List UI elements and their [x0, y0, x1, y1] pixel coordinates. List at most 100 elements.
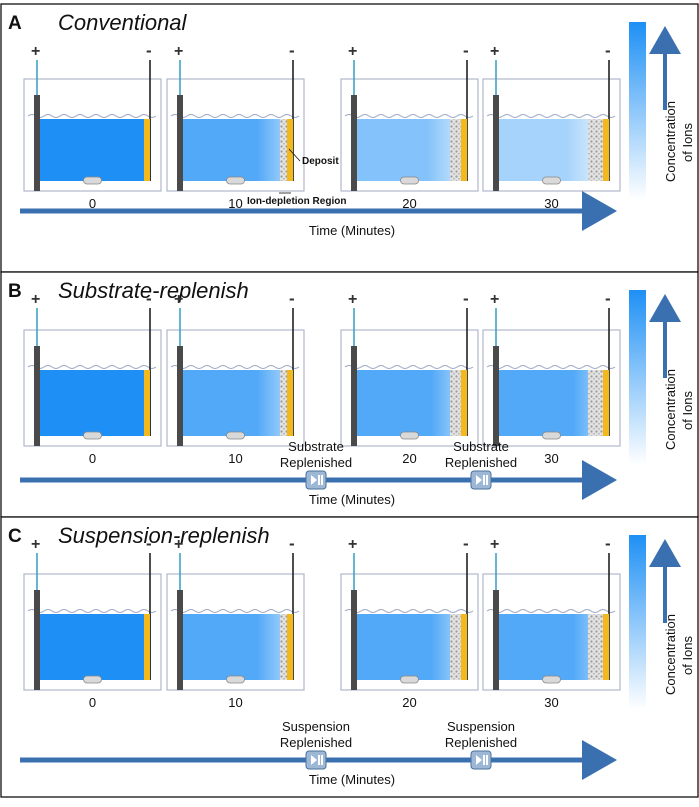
plus-sign: +	[31, 43, 40, 60]
electrolyte	[34, 614, 151, 680]
time-label: 30	[544, 451, 558, 466]
stir-bar	[400, 176, 419, 185]
liquid-surface	[27, 114, 157, 118]
tank: + - 0	[23, 534, 162, 710]
time-label: 0	[89, 695, 96, 710]
concentration-gradient-bar	[629, 22, 646, 200]
tank: + - 30	[482, 41, 621, 211]
replenish-label-line1: Substrate	[288, 439, 344, 454]
electrolyte	[351, 614, 468, 680]
replenish-label-line2: Replenished	[445, 735, 517, 750]
deposit-layer	[450, 119, 461, 181]
anode-plate	[351, 590, 357, 690]
anode-plate	[351, 95, 357, 191]
cathode-plate	[144, 370, 150, 436]
cathode-plate	[461, 119, 467, 181]
pause-bar	[483, 475, 485, 485]
liquid-surface	[170, 609, 300, 613]
deposit-layer	[280, 614, 287, 680]
cathode-plate	[603, 370, 609, 436]
pause-bar	[318, 475, 320, 485]
replenish-label-line1: Suspension	[282, 719, 350, 734]
time-label: 20	[402, 695, 416, 710]
liquid-surface	[486, 114, 616, 118]
anode-plate	[177, 95, 183, 191]
cathode-plate	[144, 614, 150, 680]
plus-sign: +	[348, 291, 357, 308]
time-label: 20	[402, 196, 416, 211]
time-axis-label: Time (Minutes)	[309, 492, 395, 507]
pause-bar	[321, 755, 323, 765]
plus-sign: +	[490, 43, 499, 60]
minus-sign: -	[289, 41, 295, 60]
concentration-gradient-bar	[629, 535, 646, 710]
stir-bar	[83, 431, 102, 440]
stir-bar	[83, 675, 102, 684]
time-label: 0	[89, 451, 96, 466]
liquid-surface	[27, 609, 157, 613]
anode-plate	[34, 95, 40, 191]
panel-letter: B	[8, 281, 22, 302]
deposit-layer	[450, 614, 461, 680]
plus-sign: +	[348, 536, 357, 553]
concentration-label: Concentration of Ions	[663, 101, 695, 182]
tank: + - 10	[166, 289, 305, 466]
concentration-label: Concentration of Ions	[663, 369, 695, 450]
concentration-label-line2: of Ions	[680, 635, 695, 675]
time-label: 10	[228, 451, 242, 466]
panel-a: A Conventional + - 0 + - 10 + - 20 + - 30 Deposit Ion-d…	[0, 3, 699, 273]
time-label: 20	[402, 451, 416, 466]
stir-bar	[83, 176, 102, 185]
minus-sign: -	[146, 41, 152, 60]
minus-sign: -	[289, 289, 295, 308]
stir-bar	[226, 431, 245, 440]
tank: + - 10	[166, 534, 305, 710]
pause-bar	[486, 475, 488, 485]
tank: + - 30	[482, 289, 621, 466]
panel-letter: C	[8, 526, 22, 547]
panel-c: C Suspension-replenish+ -0+ -10+ -20+ -30Time…	[0, 516, 699, 798]
deposit-annotation: Deposit	[302, 156, 339, 167]
deposit-layer	[588, 370, 603, 436]
play-icon	[476, 475, 482, 485]
panel-b: B Substrate-replenish+ -0+ -10+ -20+ -30Time …	[0, 271, 699, 518]
cathode-plate	[287, 370, 293, 436]
minus-sign: -	[605, 289, 611, 308]
anode-plate	[493, 95, 499, 191]
liquid-surface	[344, 609, 474, 613]
plus-sign: +	[348, 43, 357, 60]
cathode-plate	[461, 370, 467, 436]
minus-sign: -	[463, 534, 469, 553]
liquid-surface	[170, 114, 300, 118]
deposit-layer	[280, 119, 287, 181]
tank: + - 20	[340, 41, 479, 211]
plus-sign: +	[31, 536, 40, 553]
ion-depletion-annotation: Ion-depletion Region	[247, 196, 346, 207]
minus-sign: -	[463, 289, 469, 308]
minus-sign: -	[605, 41, 611, 60]
electrolyte	[351, 119, 468, 181]
panel-title: Substrate-replenish	[58, 278, 249, 303]
stir-bar	[226, 675, 245, 684]
electrolyte	[177, 370, 294, 436]
minus-sign: -	[463, 41, 469, 60]
stir-bar	[400, 431, 419, 440]
play-icon	[311, 755, 317, 765]
deposit-pointer	[288, 148, 301, 162]
minus-sign: -	[289, 534, 295, 553]
tank: + - 0	[23, 41, 162, 211]
liquid-surface	[344, 114, 474, 118]
anode-plate	[351, 346, 357, 446]
minus-sign: -	[605, 534, 611, 553]
deposit-layer	[450, 370, 461, 436]
pause-bar	[486, 755, 488, 765]
minus-sign: -	[146, 534, 152, 553]
anode-plate	[34, 590, 40, 690]
time-axis-label: Time (Minutes)	[309, 772, 395, 787]
tank: + - 0	[23, 289, 162, 466]
cathode-plate	[144, 119, 150, 181]
anode-plate	[34, 346, 40, 446]
replenish-label-line1: Suspension	[447, 719, 515, 734]
time-label: 10	[228, 695, 242, 710]
